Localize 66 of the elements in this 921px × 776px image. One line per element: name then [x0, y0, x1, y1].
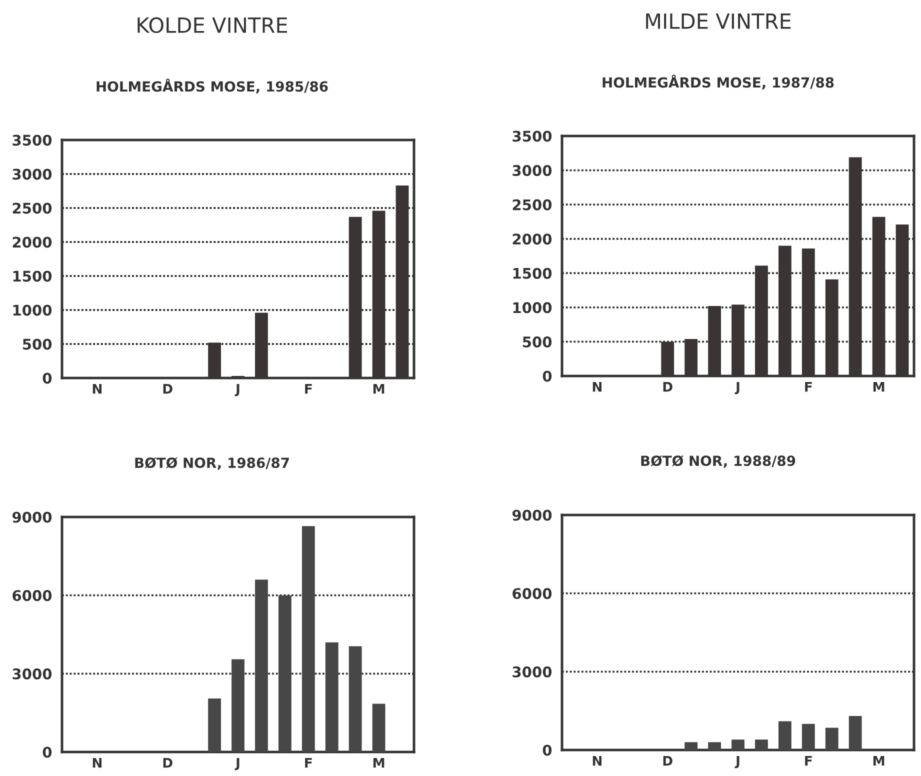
y-tick-label: 3000: [12, 168, 52, 180]
x-tick-label: D: [663, 382, 672, 392]
x-tick-label: N: [92, 758, 102, 768]
chart-title: BØTØ NOR, 1986/87: [135, 457, 289, 470]
y-tick-label: 6000: [12, 590, 52, 602]
y-tick-label: 2500: [512, 199, 552, 210]
y-tick-label: 3000: [12, 668, 52, 680]
y-tick-label: 3500: [512, 130, 552, 142]
bar: [302, 526, 315, 752]
y-tick-label: 9000: [512, 510, 552, 521]
x-tick-label: M: [873, 382, 884, 392]
x-tick-label: J: [734, 756, 740, 768]
bar: [708, 742, 721, 750]
bar: [802, 724, 815, 750]
x-tick-label: F: [805, 756, 812, 766]
y-tick-label: 6000: [512, 588, 552, 600]
y-tick-label: 0: [42, 746, 52, 758]
chart-title: BØTØ NOR, 1988/89: [641, 455, 796, 468]
bar: [372, 704, 386, 752]
y-tick-label: 3000: [512, 666, 552, 678]
x-tick-label: F: [305, 384, 312, 394]
x-tick-label: J: [734, 382, 740, 394]
x-tick-label: J: [234, 758, 240, 770]
bar: [732, 740, 744, 750]
bar: [278, 595, 292, 752]
bar: [325, 642, 338, 752]
x-tick-label: M: [373, 758, 384, 768]
bar: [208, 698, 221, 752]
x-tick-label: F: [805, 382, 812, 392]
y-tick-label: 0: [42, 372, 52, 384]
x-tick-label: N: [592, 382, 602, 392]
x-tick-label: D: [663, 756, 672, 766]
y-tick-label: 3500: [12, 134, 52, 146]
bar: [232, 659, 244, 752]
y-tick-label: 3000: [512, 165, 552, 176]
x-tick-label: N: [92, 384, 102, 394]
y-tick-label: 0: [542, 370, 552, 382]
y-tick-label: 1000: [13, 304, 52, 316]
chart-title: HOLMEGÅRDS MOSE, 1985/86: [96, 78, 328, 94]
chart-title: HOLMEGÅRDS MOSE, 1987/88: [602, 74, 834, 90]
y-tick-label: 2500: [12, 202, 52, 214]
y-tick-label: 1000: [513, 302, 552, 314]
y-tick-label: 0: [542, 744, 552, 756]
y-tick-label: 2000: [512, 234, 552, 245]
bar: [255, 580, 268, 752]
x-tick-label: J: [234, 384, 240, 396]
bar: [778, 721, 792, 750]
x-tick-label: M: [873, 756, 884, 766]
bar: [684, 742, 698, 750]
bar: [825, 728, 838, 750]
y-tick-label: 500: [522, 336, 552, 348]
bar: [848, 716, 862, 750]
bar: [755, 740, 768, 750]
bar: [348, 646, 362, 752]
y-tick-label: 1500: [13, 270, 52, 282]
y-tick-label: 1500: [513, 268, 552, 279]
y-tick-label: 9000: [12, 512, 52, 523]
y-tick-label: 500: [22, 338, 52, 350]
x-tick-label: M: [373, 384, 384, 394]
x-tick-label: D: [163, 384, 172, 394]
x-tick-label: D: [163, 758, 172, 768]
x-tick-label: F: [305, 758, 312, 768]
text: MILDE VINTRE: [646, 14, 791, 29]
text: KOLDE VINTRE: [138, 17, 288, 34]
y-tick-label: 2000: [12, 236, 52, 248]
x-tick-label: N: [592, 756, 602, 766]
